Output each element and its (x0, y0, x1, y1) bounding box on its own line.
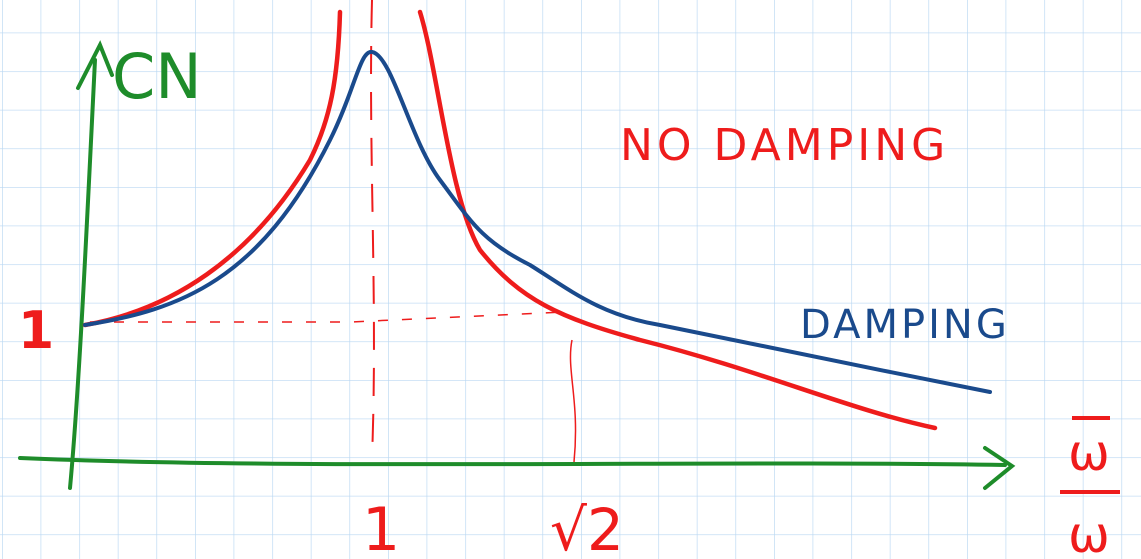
y-tick-label: 1 (18, 301, 54, 361)
no-damping-label: NO DAMPING (620, 120, 949, 171)
x-label-numerator: ω (1068, 424, 1110, 482)
x-tick-label: 1 (362, 495, 400, 559)
y-axis-label: CN (112, 40, 202, 113)
x-tick-label: √2 (550, 496, 624, 559)
diagram: CN 1 1 √2 ω ω NO DAMPING DAMPING (0, 0, 1141, 559)
damping-label: DAMPING (800, 302, 1010, 348)
x-label-denominator: ω (1068, 506, 1110, 559)
